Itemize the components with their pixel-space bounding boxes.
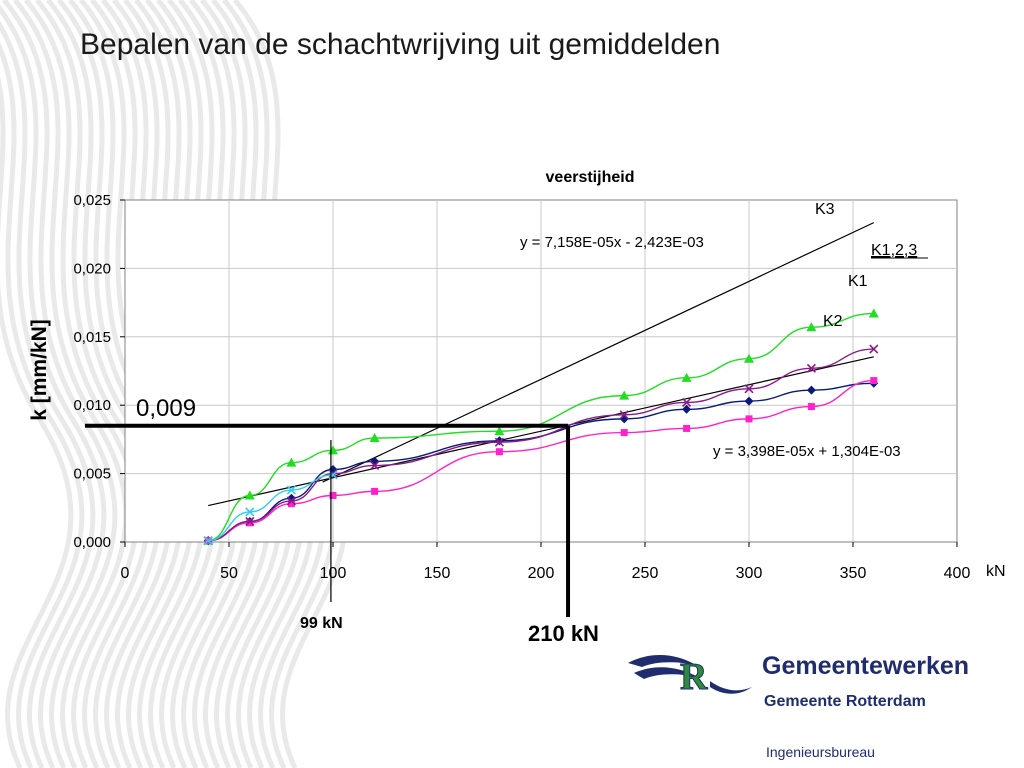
- value-label-0009: 0,009: [136, 395, 196, 422]
- data-point-k123: [286, 496, 296, 506]
- data-point-cyan: [245, 507, 255, 517]
- logo-letter: R: [680, 656, 708, 698]
- trendline-1: [208, 356, 874, 507]
- x-tick-label: 0: [121, 565, 130, 582]
- x-tick-label: 300: [736, 565, 763, 582]
- marker-label-210kn: 210 kN: [528, 621, 599, 646]
- data-point-k2: [329, 491, 337, 499]
- background-wave: [24, 0, 140, 768]
- data-point-k2: [745, 415, 753, 423]
- background-wave: [2, 0, 118, 768]
- data-point-k123: [245, 516, 255, 527]
- x-axis-unit-label: kN: [986, 563, 1006, 580]
- axes: 0 50 100 150 200 250 300 350 400 0,000 0,005 0,010 0…: [73, 192, 970, 582]
- data-point-k3: [619, 390, 630, 400]
- data-point-k3: [744, 353, 754, 363]
- x-tick-label: 50: [220, 565, 238, 582]
- x-tick-label: 250: [632, 565, 659, 582]
- data-point-k123: [744, 384, 754, 394]
- series-label-k3: K3: [815, 201, 835, 218]
- x-tick-label: 400: [944, 565, 971, 582]
- y-tick-label: 0,020: [73, 260, 111, 277]
- trend-equation-mean: y = 3,398E-05x + 1,304E-03: [713, 443, 901, 460]
- slide-title: Bepalen van de schachtwrijving uit gemid…: [80, 28, 721, 61]
- data-point-k3: [681, 372, 692, 382]
- marker-label-99kn: 99 kN: [300, 615, 343, 632]
- data-point-k123: [619, 410, 629, 420]
- data-point-k2: [870, 377, 878, 385]
- org-name: Gemeentewerken: [762, 652, 970, 680]
- data-point-k2: [807, 403, 815, 411]
- data-point-k2: [683, 424, 691, 432]
- y-axis-label: k [mm/kN]: [28, 319, 51, 421]
- series-line-cyan: [208, 474, 334, 542]
- background-wave: [13, 0, 129, 768]
- org-subtitle: Gemeente Rotterdam: [764, 693, 926, 710]
- data-point-k1: [682, 404, 692, 414]
- x-tick-label: 150: [424, 565, 451, 582]
- data-point-k1: [806, 385, 816, 395]
- trendlines: [208, 222, 875, 507]
- chart-title: veerstijheid: [546, 169, 635, 186]
- y-tick-label: 0,000: [73, 534, 111, 551]
- data-point-cyan: [203, 536, 213, 546]
- y-tick-label: 0,015: [73, 329, 111, 346]
- data-point-k123: [806, 363, 816, 373]
- annotations: [85, 423, 571, 617]
- data-point-k123: [682, 397, 692, 408]
- data-series: [203, 308, 879, 546]
- data-point-k3: [286, 457, 297, 467]
- data-point-k3: [806, 322, 817, 332]
- series-label-k2: K2: [823, 313, 843, 330]
- data-point-cyan: [286, 485, 296, 495]
- data-point-k3: [868, 308, 879, 318]
- y-tick-label: 0,010: [73, 397, 111, 414]
- data-point-k3: [244, 490, 255, 500]
- data-point-k123: [869, 344, 879, 354]
- data-point-k2: [371, 487, 379, 495]
- org-department: Ingenieursbureau: [766, 744, 875, 760]
- series-line-k3: [208, 312, 874, 542]
- data-point-k2: [495, 448, 503, 456]
- background-wave: [35, 0, 151, 768]
- data-point-k123: [494, 437, 504, 447]
- y-tick-label: 0,005: [73, 466, 111, 483]
- background-wave: [0, 21, 96, 768]
- series-label-k123: K1,2,3: [871, 242, 917, 259]
- background-wave: [0, 42, 85, 768]
- series-label-k1: K1: [848, 273, 868, 290]
- gridlines: [125, 200, 957, 542]
- data-point-k3: [494, 426, 505, 436]
- data-point-k1: [494, 436, 504, 446]
- trendline-0: [322, 222, 875, 483]
- data-point-k2: [287, 500, 295, 508]
- background-wave: [0, 5, 107, 768]
- data-point-k3: [369, 433, 380, 443]
- x-tick-label: 350: [840, 565, 867, 582]
- x-tick-label: 200: [528, 565, 555, 582]
- trend-equation-k3: y = 7,158E-05x - 2,423E-03: [520, 234, 704, 251]
- gemeentewerken-logo-icon: R: [628, 654, 752, 699]
- y-tick-label: 0,025: [73, 192, 111, 209]
- data-point-k123: [370, 460, 380, 470]
- data-point-k2: [620, 429, 628, 437]
- data-point-k1: [744, 396, 754, 406]
- data-point-k2: [246, 519, 254, 527]
- x-tick-label: 100: [320, 565, 347, 582]
- background-wave: [0, 76, 74, 768]
